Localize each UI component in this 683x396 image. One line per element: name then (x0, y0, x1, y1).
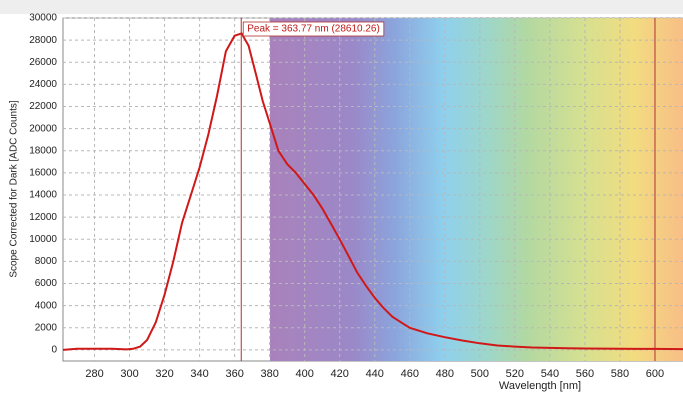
x-tick-label: 280 (85, 368, 103, 380)
x-axis-label: Wavelength [nm] (499, 380, 581, 392)
y-tick-label: 18000 (29, 145, 57, 156)
y-tick-label: 0 (51, 345, 57, 356)
y-tick-label: 2000 (35, 322, 58, 333)
x-tick-label: 460 (401, 368, 419, 380)
x-tick-label: 320 (155, 368, 173, 380)
spectrum-band (270, 18, 683, 361)
y-tick-label: 8000 (35, 256, 58, 267)
x-tick-label: 400 (296, 368, 314, 380)
y-tick-label: 20000 (29, 123, 57, 134)
x-tick-label: 580 (611, 368, 629, 380)
y-tick-label: 10000 (29, 234, 57, 245)
x-tick-label: 420 (331, 368, 349, 380)
x-tick-label: 340 (190, 368, 208, 380)
y-tick-label: 24000 (29, 79, 57, 90)
x-tick-label: 480 (436, 368, 454, 380)
x-tick-label: 540 (541, 368, 559, 380)
y-tick-label: 28000 (29, 35, 57, 46)
x-tick-label: 500 (471, 368, 489, 380)
x-tick-label: 600 (646, 368, 664, 380)
x-tick-label: 360 (225, 368, 243, 380)
y-tick-label: 30000 (29, 13, 57, 24)
x-tick-label: 560 (576, 368, 594, 380)
y-tick-label: 12000 (29, 212, 57, 223)
y-tick-label: 4000 (35, 300, 58, 311)
y-tick-label: 6000 (35, 278, 58, 289)
data-line (62, 32, 683, 351)
x-tick-label: 520 (506, 368, 524, 380)
x-tick-label: 380 (260, 368, 278, 380)
x-tick-label: 300 (120, 368, 138, 380)
y-tick-label: 14000 (29, 190, 57, 201)
top-bar (0, 0, 683, 14)
y-axis-label: Scope Corrected for Dark [ADC Counts] (9, 100, 20, 278)
peak-label-box (242, 21, 385, 37)
x-tick-label: 440 (366, 368, 384, 380)
y-tick-label: 22000 (29, 101, 57, 112)
y-tick-label: 16000 (29, 168, 57, 179)
peak-label: Peak = 363.77 nm (28610.26) (247, 24, 380, 35)
y-tick-label: 26000 (29, 57, 57, 68)
